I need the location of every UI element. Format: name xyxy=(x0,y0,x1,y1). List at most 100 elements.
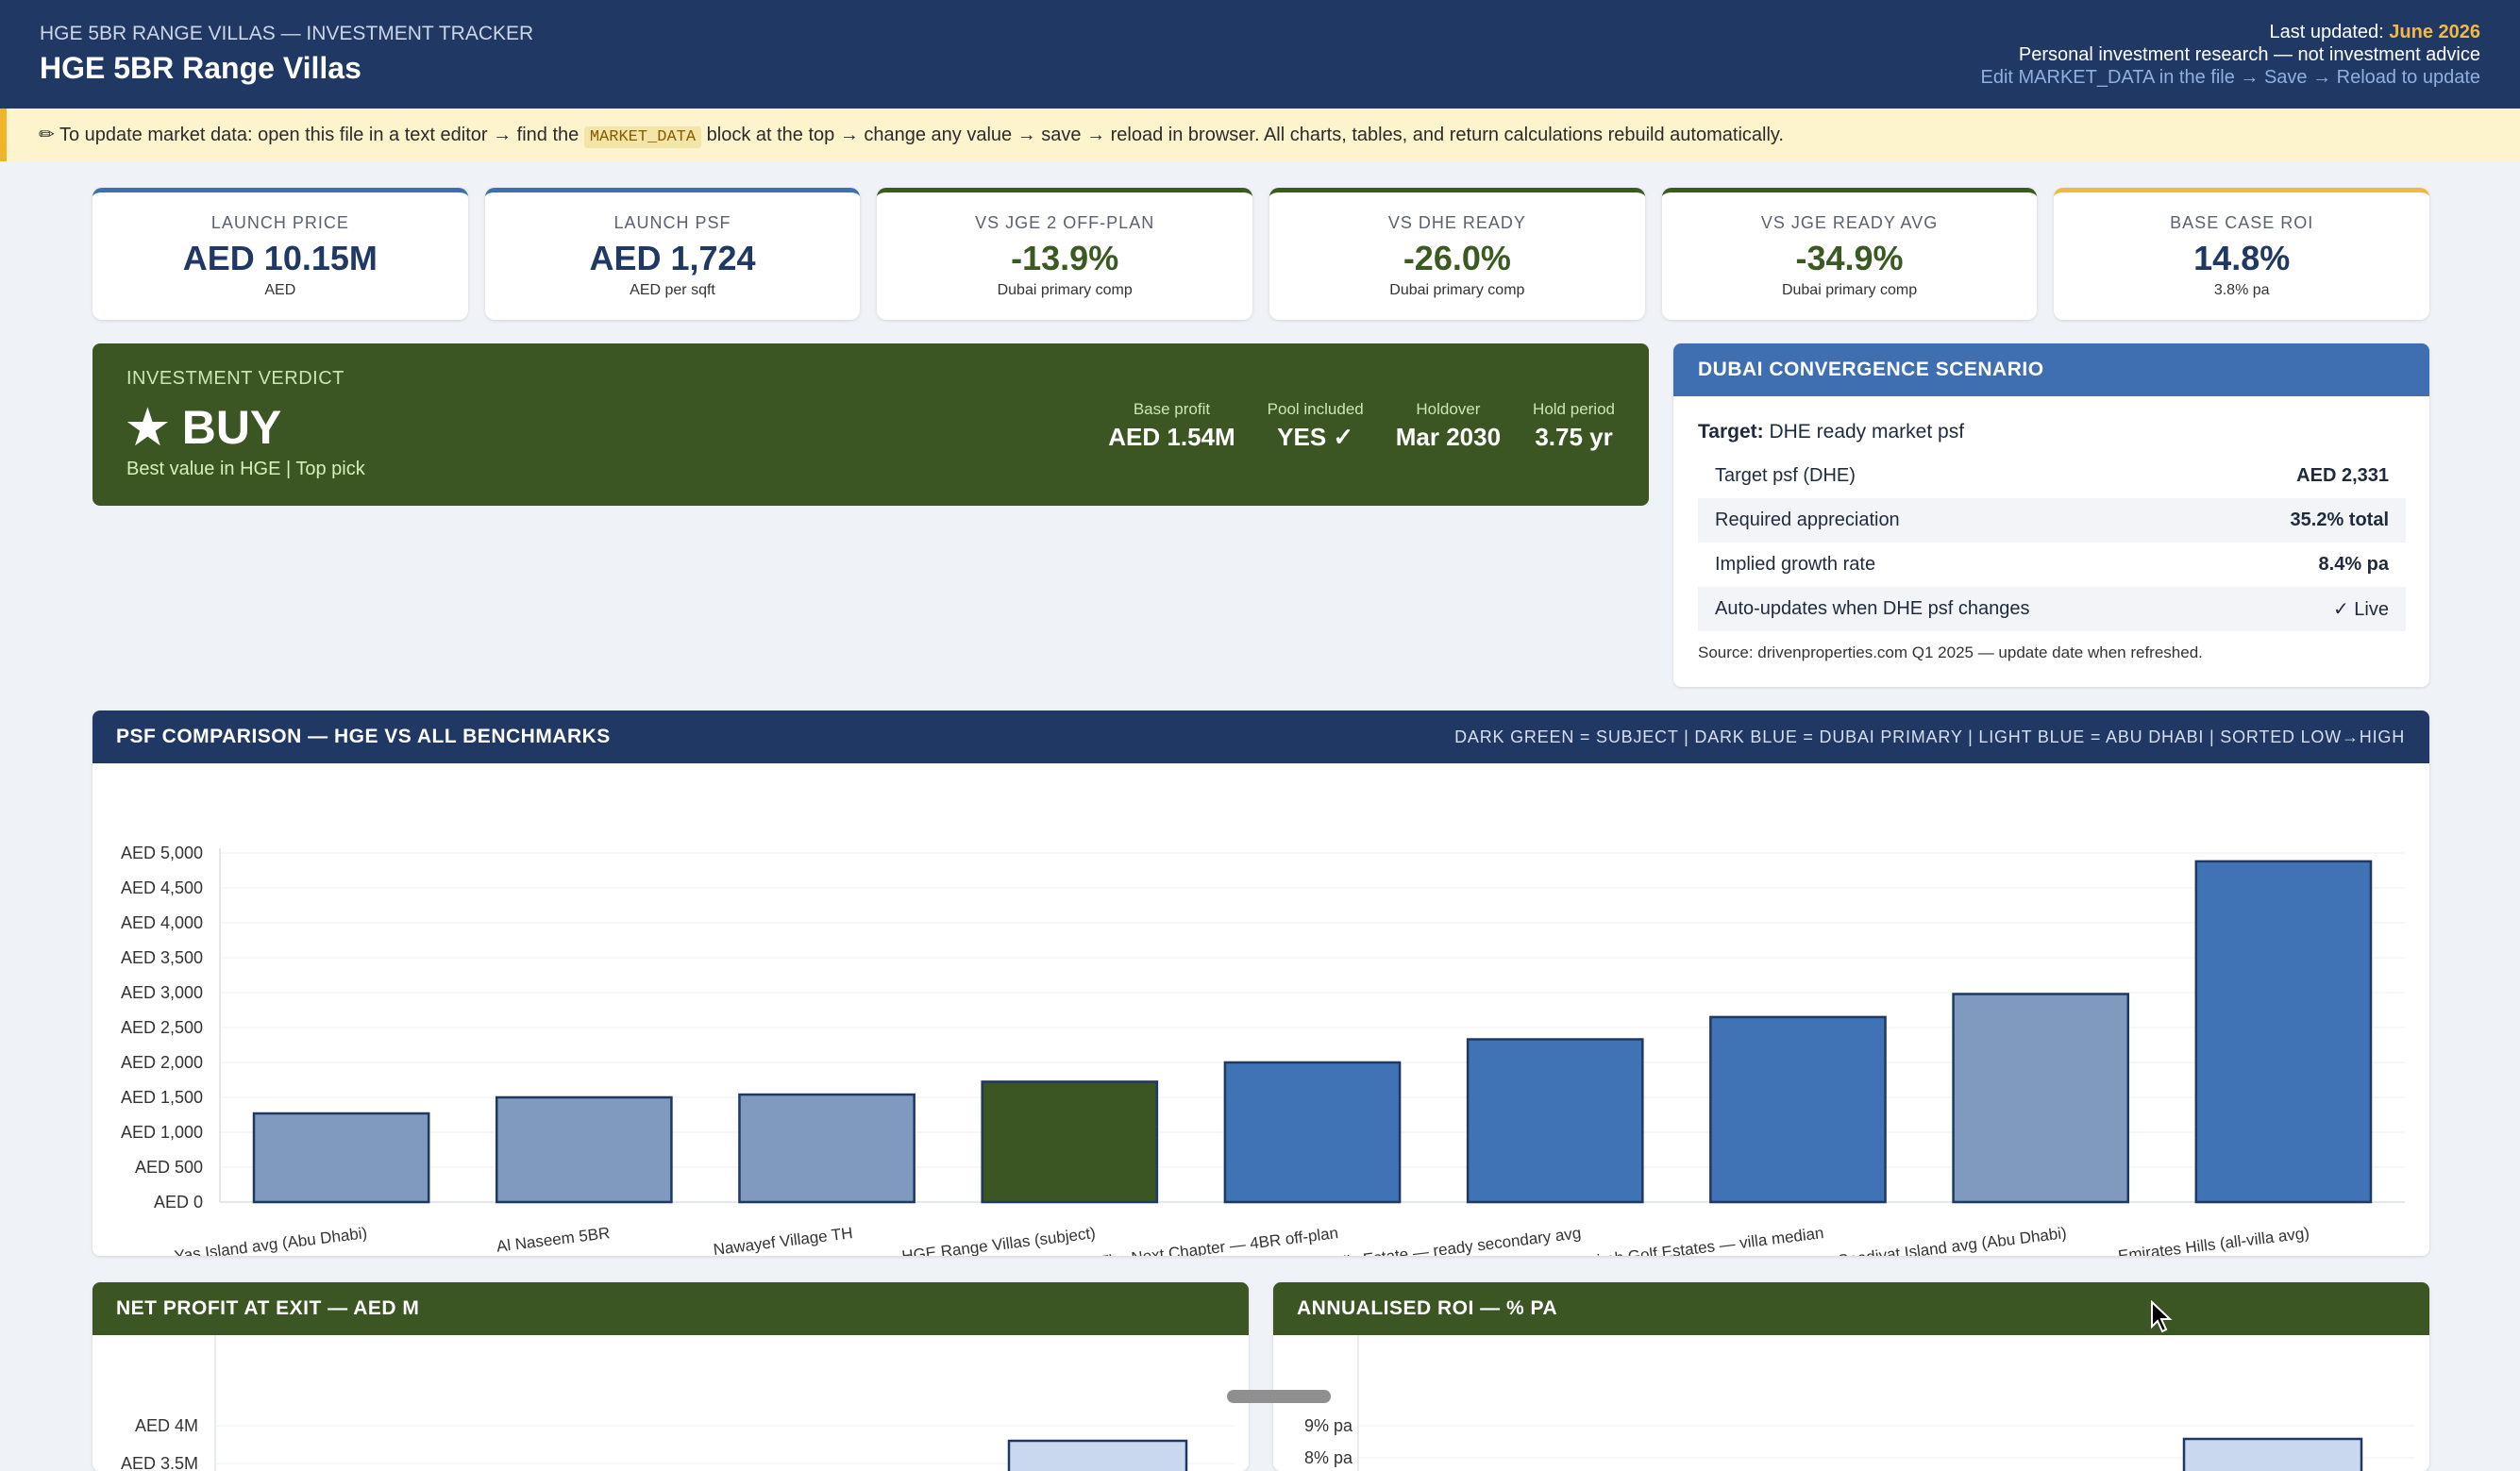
kpi-vs-jge-ready: VS JGE READY AVG -34.9% Dubai primary co… xyxy=(1661,188,2038,320)
y-tick-label: AED 3.5M xyxy=(121,1454,198,1471)
bar-3 xyxy=(738,1093,916,1204)
kpi-sub: Dubai primary comp xyxy=(1781,282,1918,298)
kpi-sub: Dubai primary comp xyxy=(1389,282,1525,298)
row-label: Required appreciation xyxy=(1715,510,1900,530)
kpi-launch-price: LAUNCH PRICE AED 10.15M AED xyxy=(92,188,468,320)
convergence-title: DUBAI CONVERGENCE SCENARIO xyxy=(1673,343,2429,396)
y-tick-label: AED 3,500 xyxy=(121,948,203,967)
bar-1 xyxy=(252,1112,430,1204)
stat-label: Holdover xyxy=(1416,400,1481,418)
bar-6 xyxy=(1466,1038,1644,1204)
kpi-value: -26.0% xyxy=(1403,239,1511,277)
convergence-scenario-card: DUBAI CONVERGENCE SCENARIO Target: DHE r… xyxy=(1673,343,2429,687)
bar xyxy=(1007,1439,1188,1471)
table-row: Auto-updates when DHE psf changes ✓ Live xyxy=(1698,587,2406,631)
psf-panel-header: PSF COMPARISON — HGE VS ALL BENCHMARKS D… xyxy=(92,710,2429,763)
psf-panel-legend: DARK GREEN = SUBJECT | DARK BLUE = DUBAI… xyxy=(1454,727,2405,746)
banner-post: block at the top → change any value → sa… xyxy=(706,125,1784,145)
table-row: Required appreciation 35.2% total xyxy=(1698,498,2406,543)
x-tick-label: Nawayef Village TH xyxy=(713,1224,854,1256)
stat-value: YES ✓ xyxy=(1277,423,1354,451)
stat-value: AED 1.54M xyxy=(1108,423,1235,451)
x-tick-label: Al Naseem 5BR xyxy=(496,1224,611,1256)
convergence-target: Target: DHE ready market psf xyxy=(1698,421,1964,443)
stat-hold-period: Hold period 3.75 yr xyxy=(1533,400,1615,452)
kpi-value: AED 1,724 xyxy=(589,239,756,277)
kpi-value: -13.9% xyxy=(1011,239,1119,277)
banner-pre: ✏ To update market data: open this file … xyxy=(39,125,580,145)
stat-value: 3.75 yr xyxy=(1535,423,1613,451)
kpi-value: -34.9% xyxy=(1795,239,1904,277)
last-updated-value: June 2026 xyxy=(2389,22,2480,42)
kpi-value: AED 10.15M xyxy=(182,239,378,277)
kpi-label: LAUNCH PSF xyxy=(613,213,731,232)
kpi-sub: 3.8% pa xyxy=(2213,282,2270,298)
convergence-table: Target psf (DHE) AED 2,331 Required appr… xyxy=(1698,454,2406,631)
y-tick-label: AED 0 xyxy=(154,1193,203,1212)
bar-4 xyxy=(981,1080,1159,1204)
roi-panel-title: ANNUALISED ROI — % PA xyxy=(1273,1282,2429,1335)
verdict-main: ★ BUY xyxy=(126,401,282,454)
kpi-label: LAUNCH PRICE xyxy=(210,213,349,232)
app-header: HGE 5BR RANGE VILLAS — INVESTMENT TRACKE… xyxy=(0,0,2520,109)
bar-8 xyxy=(1952,993,2130,1204)
table-row: Target psf (DHE) AED 2,331 xyxy=(1698,454,2406,498)
y-tick-label: AED 1,500 xyxy=(121,1088,203,1107)
y-tick-label: AED 2,500 xyxy=(121,1018,203,1037)
y-tick-label: AED 2,000 xyxy=(121,1053,203,1072)
roi-chart: 9% pa 8% pa xyxy=(1304,1335,2415,1471)
net-profit-chart: AED 4M AED 3.5M xyxy=(121,1335,1235,1471)
stat-label: Hold period xyxy=(1533,400,1615,418)
y-tick-label: AED 1,000 xyxy=(121,1123,203,1142)
row-value: 8.4% pa xyxy=(2318,554,2389,575)
annualised-roi-panel: ANNUALISED ROI — % PA 9% pa 8% pa xyxy=(1273,1282,2429,1471)
row-label: Auto-updates when DHE psf changes xyxy=(1715,598,2030,619)
bar-5 xyxy=(1223,1061,1402,1204)
bar xyxy=(2182,1437,2363,1471)
target-label: Target: xyxy=(1698,421,1764,443)
kpi-value: 14.8% xyxy=(2193,239,2291,277)
kpi-base-roi: BASE CASE ROI 14.8% 3.8% pa xyxy=(2054,188,2430,320)
market-data-code: MARKET_DATA xyxy=(583,126,702,148)
convergence-source: Source: drivenproperties.com Q1 2025 — u… xyxy=(1698,644,2203,661)
x-tick-label: Yas Island avg (Abu Dhabi) xyxy=(174,1224,368,1256)
stat-holdover: Holdover Mar 2030 xyxy=(1396,400,1501,452)
mouse-cursor-icon xyxy=(2151,1300,2173,1333)
stat-pool: Pool included YES ✓ xyxy=(1268,400,1364,452)
row-label: Implied growth rate xyxy=(1715,554,1876,575)
bar-9 xyxy=(2194,860,2373,1204)
header-eyebrow: HGE 5BR RANGE VILLAS — INVESTMENT TRACKE… xyxy=(40,23,534,44)
horizontal-scroll-thumb[interactable] xyxy=(1227,1390,1331,1403)
x-tick-label: HGE Range Villas (subject) xyxy=(900,1224,1096,1256)
net-profit-panel: NET PROFIT AT EXIT — AED M AED 4M AED 3.… xyxy=(92,1282,1249,1471)
net-panel-title: NET PROFIT AT EXIT — AED M xyxy=(92,1282,1249,1335)
row-value: 35.2% total xyxy=(2290,510,2389,530)
page-title: HGE 5BR Range Villas xyxy=(40,51,361,85)
investment-verdict-card: INVESTMENT VERDICT ★ BUY Best value in H… xyxy=(92,343,1649,506)
row-value: AED 2,331 xyxy=(2296,465,2389,486)
kpi-launch-psf: LAUNCH PSF AED 1,724 AED per sqft xyxy=(484,188,861,320)
header-meta: Last updated: June 2026 Personal investm… xyxy=(1980,21,2480,89)
kpi-label: VS DHE READY xyxy=(1387,213,1526,232)
y-tick-label: AED 3,000 xyxy=(121,983,203,1002)
verdict-label: INVESTMENT VERDICT xyxy=(126,368,344,389)
kpi-sub: AED per sqft xyxy=(630,282,715,298)
y-tick-label: AED 4,000 xyxy=(121,913,203,932)
x-tick-label: Emirates Hills (all-villa avg) xyxy=(2117,1224,2310,1256)
psf-bar-chart: AED 0 AED 500 AED 1,000 AED 1,500 AED 2,000 A… xyxy=(121,844,2405,1256)
x-tick-label: Saadiyat Island avg (Abu Dhabi) xyxy=(1837,1224,2067,1256)
stat-label: Pool included xyxy=(1267,400,1364,418)
bar-7 xyxy=(1709,1015,1887,1204)
kpi-vs-jge2: VS JGE 2 OFF-PLAN -13.9% Dubai primary c… xyxy=(877,188,1253,320)
verdict-sub: Best value in HGE | Top pick xyxy=(126,459,365,479)
y-tick-label: 8% pa xyxy=(1304,1448,1353,1467)
banner-text: ✏ To update market data: open this file … xyxy=(39,123,1784,148)
kpi-label: VS JGE READY AVG xyxy=(1760,213,1939,232)
target-value: DHE ready market psf xyxy=(1769,421,1965,443)
stat-value: Mar 2030 xyxy=(1395,423,1502,451)
bar-2 xyxy=(495,1095,673,1204)
y-tick-label: AED 5,000 xyxy=(121,844,203,862)
stat-base-profit: Base profit AED 1.54M xyxy=(1108,400,1235,452)
kpi-vs-dhe: VS DHE READY -26.0% Dubai primary comp xyxy=(1269,188,1645,320)
psf-panel-title: PSF COMPARISON — HGE VS ALL BENCHMARKS xyxy=(116,726,611,747)
